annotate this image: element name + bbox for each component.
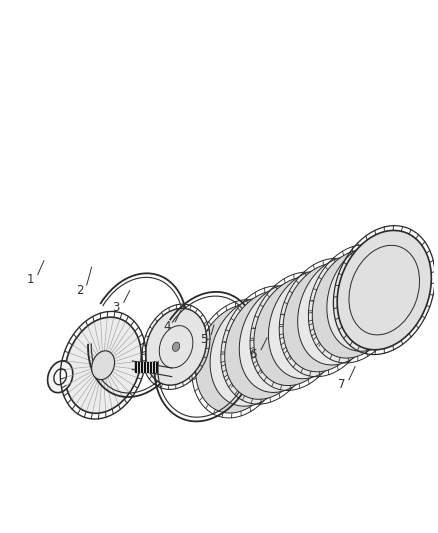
Ellipse shape: [225, 291, 310, 399]
Ellipse shape: [298, 256, 383, 365]
Text: 7: 7: [338, 378, 345, 391]
Ellipse shape: [173, 342, 180, 351]
Text: 2: 2: [76, 284, 83, 296]
Ellipse shape: [195, 304, 281, 413]
Ellipse shape: [337, 230, 431, 350]
Ellipse shape: [210, 297, 296, 406]
Text: 4: 4: [164, 320, 171, 333]
Ellipse shape: [48, 361, 73, 393]
Ellipse shape: [54, 369, 67, 385]
Ellipse shape: [239, 284, 325, 392]
Ellipse shape: [312, 249, 398, 358]
Ellipse shape: [283, 263, 369, 372]
Ellipse shape: [145, 308, 207, 385]
Ellipse shape: [254, 277, 339, 385]
Text: 5: 5: [200, 333, 208, 346]
Ellipse shape: [327, 243, 413, 351]
Ellipse shape: [65, 317, 141, 413]
Bar: [135, 362, 157, 373]
Text: 6: 6: [250, 348, 257, 361]
Text: 1: 1: [26, 273, 34, 286]
Ellipse shape: [268, 270, 354, 379]
Text: 3: 3: [112, 301, 120, 314]
Ellipse shape: [92, 351, 115, 379]
